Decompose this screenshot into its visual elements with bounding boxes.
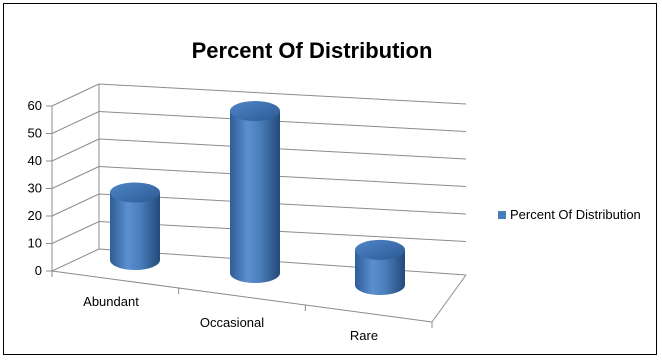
gridline-back: [98, 138, 467, 160]
gridline-side: [51, 138, 100, 162]
gridline-side: [51, 221, 100, 244]
y-tick-label: 10: [28, 236, 42, 251]
bar: [355, 239, 405, 295]
legend-label: Percent Of Distribution: [510, 207, 641, 222]
bar: [230, 101, 280, 283]
gridline-side: [51, 83, 100, 107]
chart-title: Percent Of Distribution: [192, 38, 433, 63]
bar-body: [355, 249, 405, 295]
x-category-label: Abundant: [83, 294, 139, 309]
y-tick-label: 20: [28, 208, 42, 223]
gridline-back: [98, 83, 467, 105]
x-category-label: Rare: [350, 328, 378, 343]
bar-body: [230, 111, 280, 283]
y-tick-label: 60: [28, 98, 42, 113]
gridline-back: [98, 193, 467, 215]
x-axis-categories: Abundant Occasional Rare: [83, 294, 378, 343]
gridline-back: [98, 111, 467, 132]
gridline-back: [98, 221, 467, 242]
bar-body: [110, 192, 160, 270]
legend: Percent Of Distribution: [498, 207, 641, 222]
bar-top: [230, 101, 280, 121]
y-axis-ticks: 0 10 20 30 40 50 60: [28, 98, 52, 278]
gridline-side: [51, 248, 100, 272]
y-tick-label: 30: [28, 181, 42, 196]
bar-top: [110, 182, 160, 203]
y-tick-label: 40: [28, 153, 42, 168]
bars: [110, 101, 405, 295]
floor-right-edge: [431, 274, 467, 323]
gridline-back: [98, 166, 467, 187]
y-tick-label: 0: [35, 263, 42, 278]
gridline-side: [51, 193, 100, 217]
legend-swatch: [498, 211, 506, 219]
bar: [110, 182, 160, 270]
gridline-side: [51, 111, 100, 134]
grid-lines: [51, 83, 467, 272]
floor-front-edge: [51, 270, 433, 323]
bar-top: [355, 239, 405, 260]
x-category-label: Occasional: [200, 315, 264, 330]
y-tick-label: 50: [28, 126, 42, 141]
gridline-side: [51, 166, 100, 189]
